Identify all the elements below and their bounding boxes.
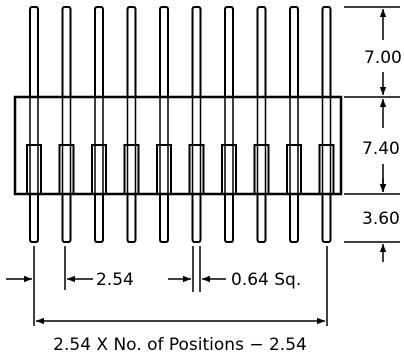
pitch-label: 2.54: [96, 270, 134, 290]
pin-shoulder: [58, 144, 75, 194]
pin-size-label: 0.64 Sq.: [231, 270, 301, 290]
upper-pin: [289, 6, 299, 97]
pin-shoulder: [123, 144, 140, 194]
upper-pin: [126, 6, 137, 97]
overall-length-label: 2.54 X No. of Positions − 2.54: [53, 335, 307, 355]
connector-body: [13, 95, 343, 196]
lower-pin: [94, 194, 104, 243]
vertical-dimensions: [344, 6, 400, 262]
lower-pin: [321, 194, 332, 243]
pin-shoulder: [221, 144, 237, 194]
upper-pin: [61, 6, 72, 97]
pin-shoulder: [318, 144, 335, 194]
lower-pin: [224, 194, 234, 243]
upper-pin: [29, 6, 39, 97]
upper-pin: [224, 6, 234, 97]
body-height-label: 7.40: [362, 139, 400, 159]
pin-shoulder: [253, 144, 270, 194]
upper-pin-length-label: 7.00: [364, 48, 402, 68]
pin-shoulder: [286, 144, 302, 194]
lower-pin: [256, 194, 267, 243]
lower-pin-length-label: 3.60: [362, 209, 400, 229]
lower-pin: [289, 194, 299, 243]
pin-shoulder: [188, 144, 205, 194]
pin-shoulder: [26, 144, 42, 194]
lower-pin: [159, 194, 169, 243]
upper-pin: [321, 6, 332, 97]
lower-pin: [191, 194, 202, 243]
lower-pin: [61, 194, 72, 243]
upper-pin: [159, 6, 169, 97]
upper-pin: [191, 6, 202, 97]
upper-pin: [256, 6, 267, 97]
lower-pin: [29, 194, 39, 243]
pin-shoulder: [91, 144, 107, 194]
lower-pin: [126, 194, 137, 243]
pins-group: [26, 6, 335, 243]
upper-pin: [94, 6, 104, 97]
pin-shoulder: [156, 144, 172, 194]
horizontal-dimensions: [6, 246, 328, 326]
